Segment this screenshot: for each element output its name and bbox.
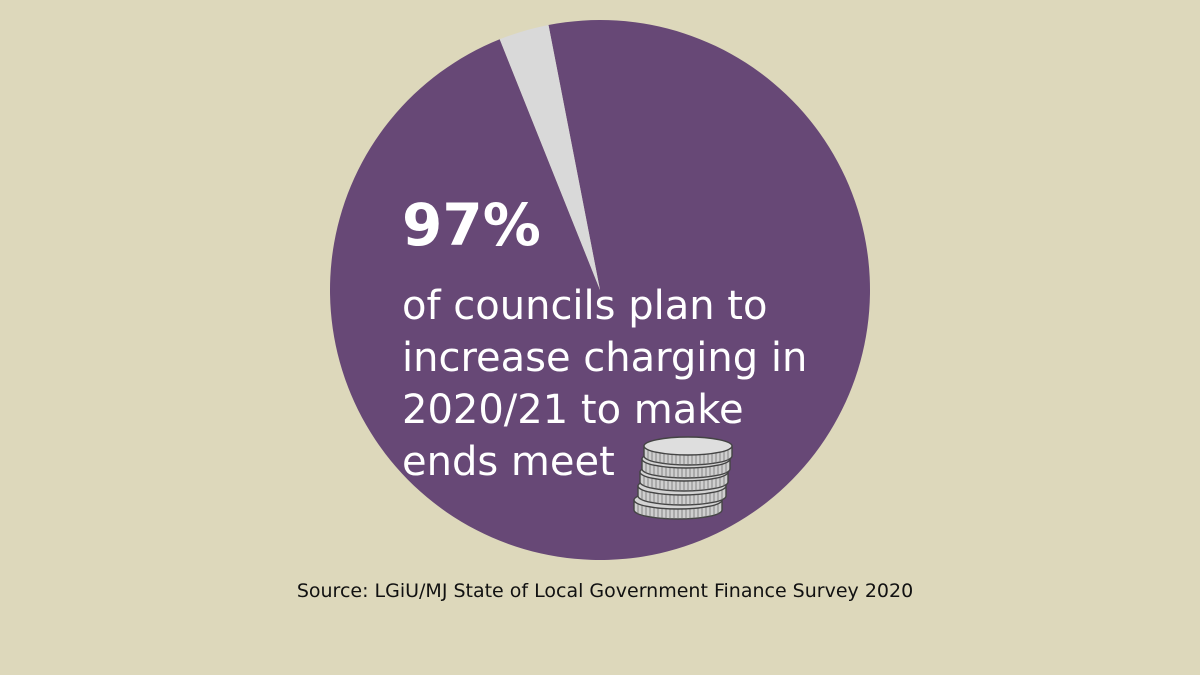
pie-slice-majority: [330, 19, 871, 560]
pie-slice-remainder: [499, 24, 600, 290]
source-note: Source: LGiU/MJ State of Local Governmen…: [296, 580, 914, 602]
coin-stack-icon: [633, 436, 733, 520]
pie-slices: [330, 19, 871, 560]
coin: [643, 436, 733, 466]
headline-description: of councils plan to increase charging in…: [402, 283, 808, 485]
headline-percentage: 97%: [402, 191, 541, 259]
